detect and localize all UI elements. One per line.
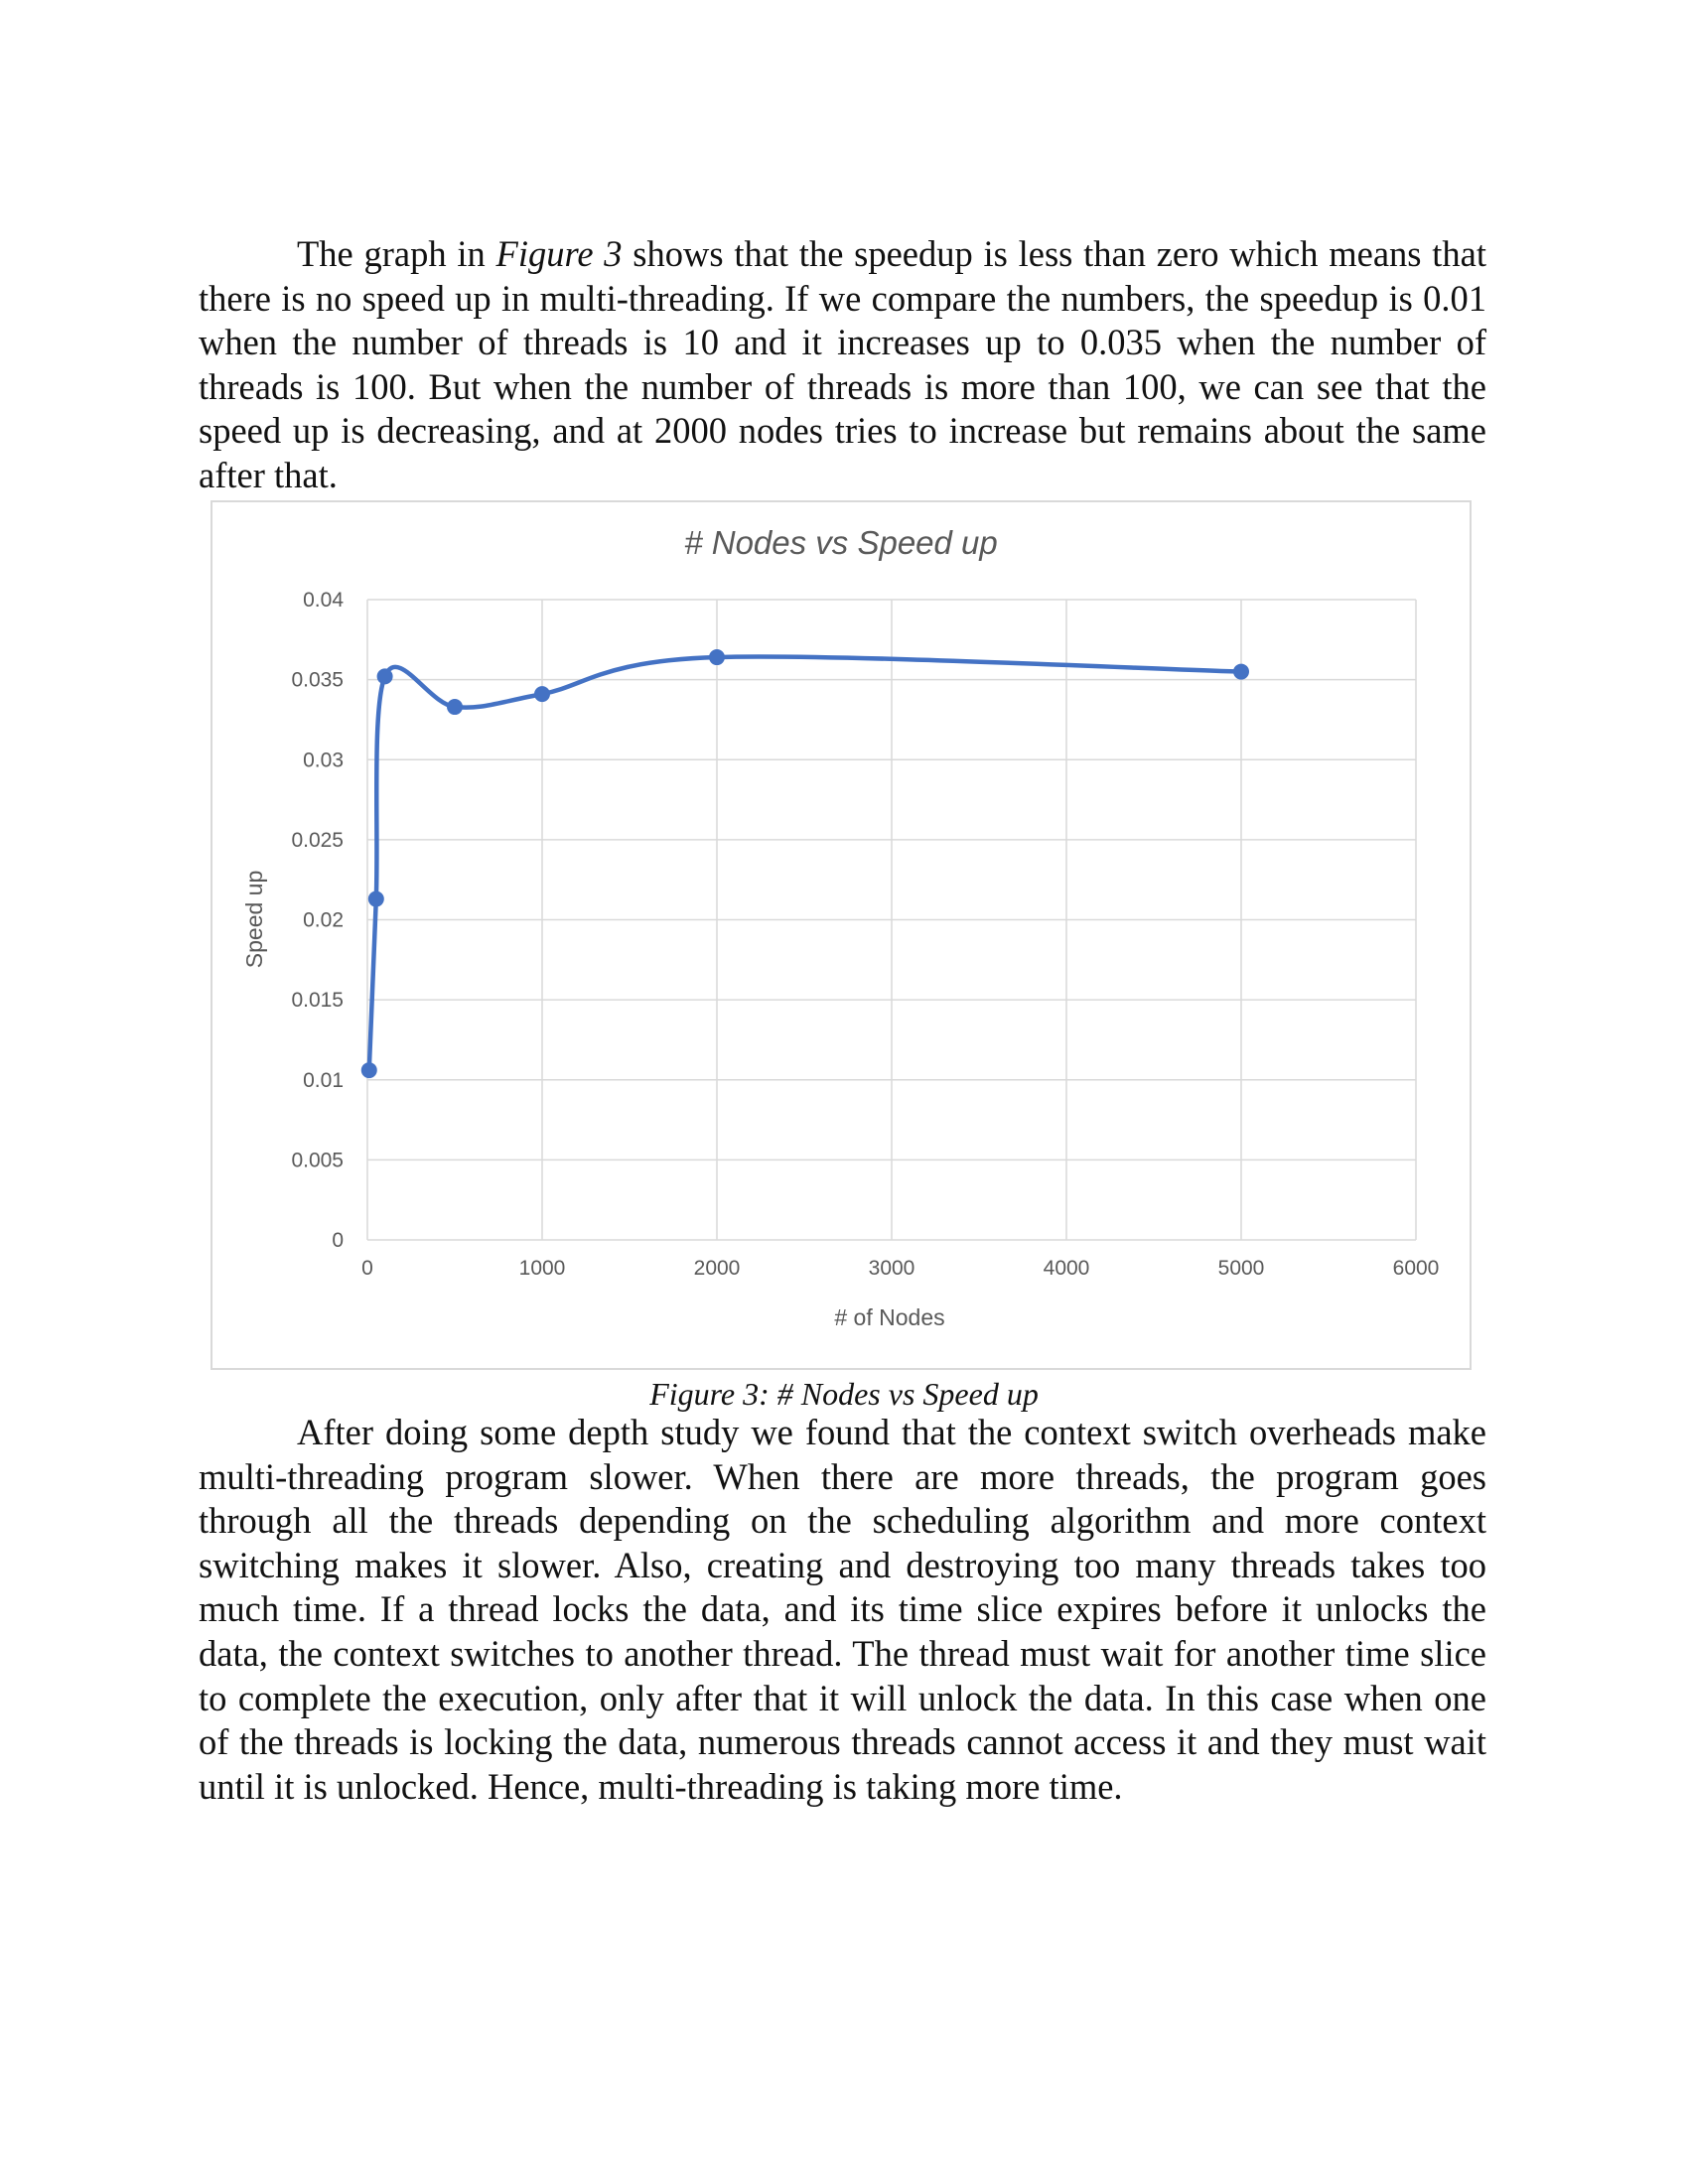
x-tick-label: 4000 [1044,1257,1090,1280]
y-tick-label: 0.035 [291,669,344,692]
y-tick-label: 0.005 [291,1149,344,1171]
data-point [367,890,384,907]
paragraph-1-text-b: shows that the speedup is less than zero… [199,233,1486,495]
figure-caption: Figure 3: # Nodes vs Speed up [649,1376,1039,1412]
chart-frame: # Nodes vs Speed up 0 0.005 0.01 0.015 0.02 0… [211,500,1472,1370]
paragraph-2-text: After doing some depth study we found th… [199,1412,1486,1807]
x-tick-label: 5000 [1218,1257,1265,1280]
x-tick-label: 1000 [519,1257,566,1280]
data-point [360,1062,377,1079]
chart-title: # Nodes vs Speed up [684,524,998,561]
y-tick-label: 0.03 [303,749,344,771]
x-axis-label: # of Nodes [834,1304,944,1330]
x-axis-ticks: 0 1000 2000 3000 4000 5000 6000 [361,1257,1439,1280]
y-tick-label: 0.02 [303,909,344,932]
data-point [709,649,725,666]
x-tick-label: 2000 [694,1257,741,1280]
chart-grid [366,599,1417,1241]
y-tick-label: 0.01 [303,1069,344,1092]
data-point [534,686,550,703]
paragraph-2: After doing some depth study we found th… [199,1411,1486,1809]
y-tick-label: 0.04 [303,589,344,612]
x-tick-label: 0 [361,1257,373,1280]
figure-reference: Figure 3 [495,233,623,274]
y-tick-label: 0.015 [291,989,344,1012]
y-tick-label: 0 [332,1229,344,1252]
y-axis-label: Speed up [241,871,267,968]
series-points [360,649,1249,1079]
data-point [376,668,393,685]
speedup-chart: # Nodes vs Speed up 00.0050.010.0150.020… [241,524,1439,1330]
data-point [1233,663,1249,680]
paragraph-1-text-a: The graph in [297,233,496,274]
x-tick-label: 3000 [869,1257,915,1280]
paragraph-1: The graph in Figure 3 shows that the spe… [199,232,1486,498]
data-point [447,699,463,716]
y-tick-label: 0.025 [291,829,344,852]
x-tick-label: 6000 [1393,1257,1440,1280]
series-line [366,654,1244,1073]
y-axis-ticks: 0 0.005 0.01 0.015 0.02 0.025 0.03 0.035 0.04 [291,589,344,1252]
